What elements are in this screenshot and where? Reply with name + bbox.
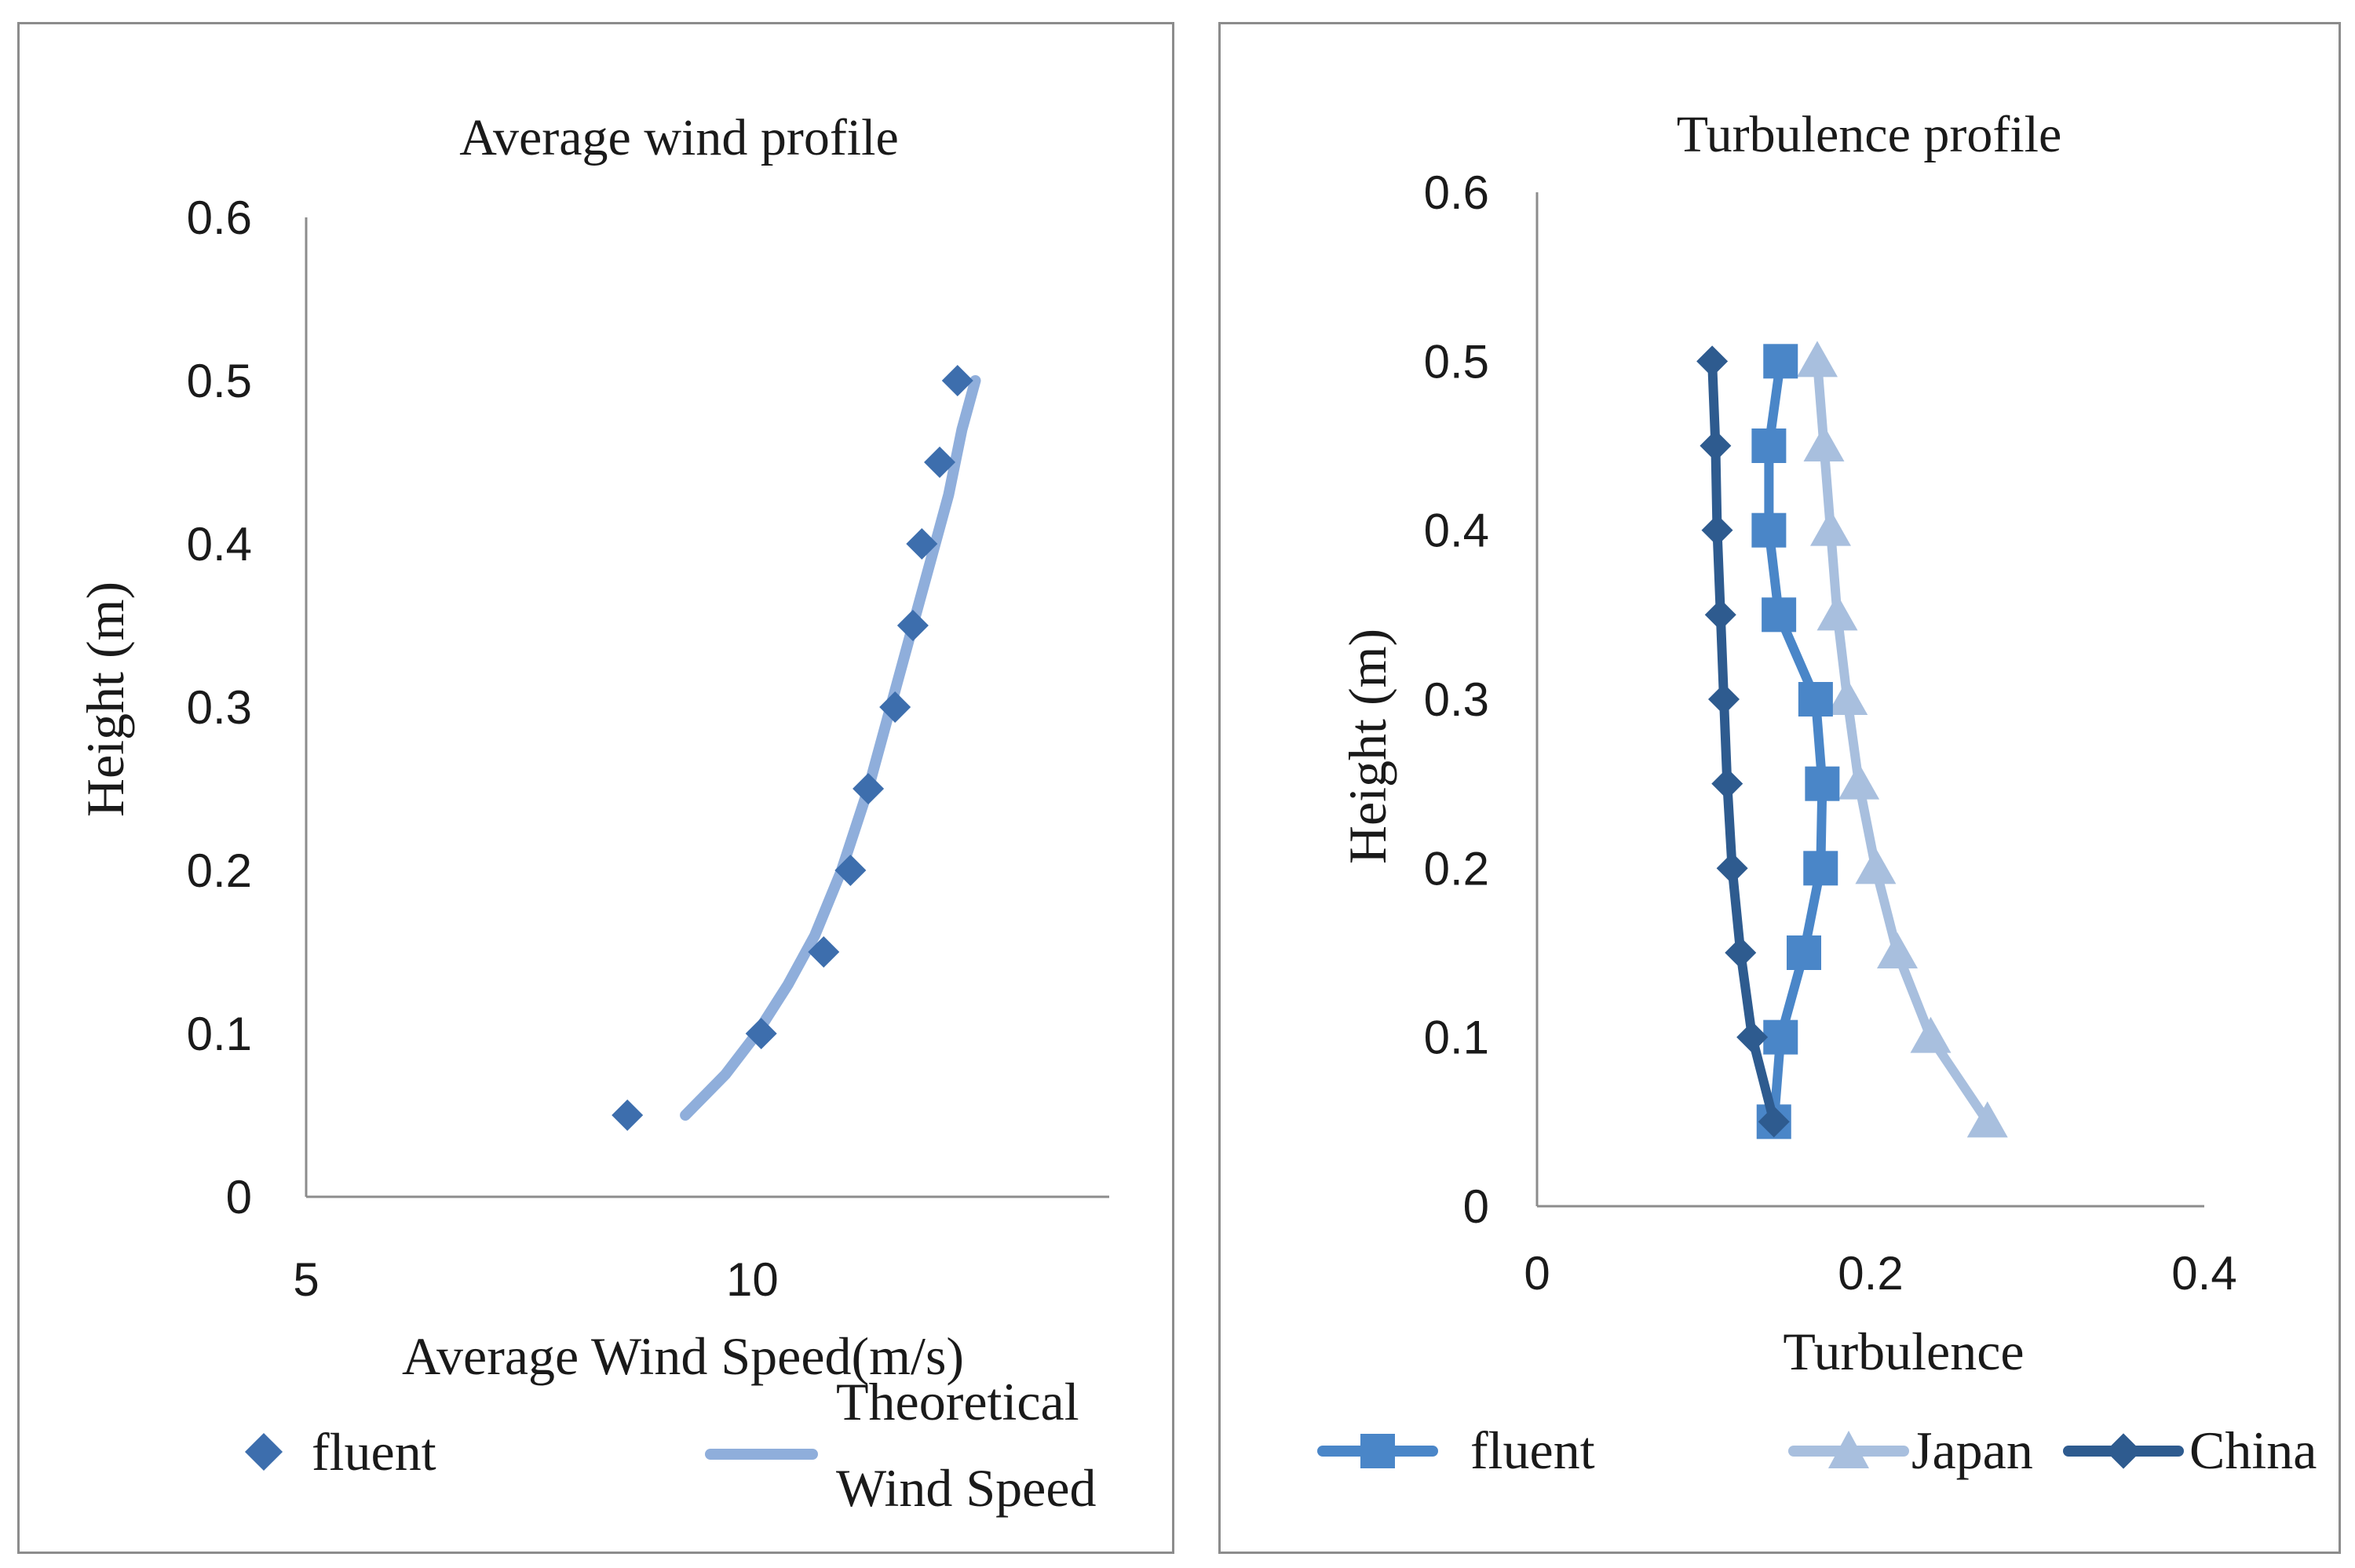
japan-point bbox=[1810, 509, 1851, 546]
legend: fluent Japan China bbox=[1317, 1420, 2317, 1480]
fluent-point bbox=[1798, 682, 1833, 717]
x-tick-label: 0.2 bbox=[1838, 1247, 1903, 1300]
y-tick-label: 0.6 bbox=[187, 191, 252, 244]
fluent-point bbox=[1803, 851, 1838, 886]
legend-theoretical-label-line2: Wind Speed bbox=[836, 1458, 1097, 1518]
legend-fluent-label: fluent bbox=[1470, 1420, 1595, 1480]
fluent-point bbox=[924, 447, 956, 478]
china-point bbox=[1758, 1106, 1790, 1138]
series-fluent-line bbox=[1764, 356, 1827, 1127]
y-tick-label: 0.2 bbox=[187, 844, 252, 897]
fluent-point bbox=[808, 936, 840, 968]
china-point bbox=[1716, 852, 1748, 884]
turbulence-profile-chart: Turbulence profile 0 0.1 0.2 0.3 0.4 0.5 0.6 0… bbox=[1317, 106, 2317, 1480]
y-tick-label: 0.2 bbox=[1424, 842, 1489, 895]
legend-japan-marker bbox=[1828, 1431, 1869, 1468]
fluent-point bbox=[1805, 766, 1840, 801]
y-tick-label: 0.5 bbox=[187, 355, 252, 407]
fluent-point bbox=[612, 1099, 644, 1131]
x-tick-label: 0 bbox=[1524, 1247, 1550, 1300]
series-china-line bbox=[1707, 356, 1779, 1127]
x-axis-label: Average Wind Speed(m/s) bbox=[402, 1326, 964, 1386]
fluent-point bbox=[834, 855, 867, 886]
japan-point bbox=[1966, 1101, 2008, 1138]
japan-point bbox=[1816, 594, 1858, 631]
japan-point bbox=[1797, 341, 1838, 377]
legend-fluent-label: fluent bbox=[312, 1422, 436, 1482]
y-tick-label: 0 bbox=[226, 1171, 252, 1223]
fluent-point bbox=[1751, 512, 1787, 548]
x-axis-label: Turbulence bbox=[1783, 1322, 2024, 1381]
y-axis-label: Height (m) bbox=[75, 582, 135, 817]
china-point bbox=[1725, 937, 1757, 968]
legend-theoretical-label-line1: Theoretical bbox=[836, 1372, 1079, 1431]
fluent-point bbox=[1762, 597, 1797, 633]
fluent-point bbox=[1787, 935, 1821, 970]
china-point bbox=[1701, 514, 1733, 546]
legend-china-marker bbox=[2105, 1433, 2141, 1469]
y-tick-label: 0.4 bbox=[187, 518, 252, 571]
japan-point bbox=[1877, 932, 1918, 968]
y-tick-label: 0 bbox=[1463, 1180, 1489, 1233]
legend: fluent Theoretical Wind Speed bbox=[244, 1372, 1097, 1518]
y-tick-label: 0.4 bbox=[1424, 505, 1489, 557]
japan-point bbox=[1827, 679, 1868, 715]
fluent-point bbox=[853, 773, 885, 804]
fluent-point bbox=[879, 691, 911, 723]
fluent-point bbox=[896, 610, 929, 641]
series-japan-line bbox=[1813, 356, 1992, 1127]
y-tick-label: 0.1 bbox=[187, 1008, 252, 1060]
fluent-point bbox=[1763, 344, 1798, 379]
legend-china-label: China bbox=[2189, 1420, 2317, 1480]
fluent-point bbox=[1751, 428, 1787, 463]
x-tick-label: 10 bbox=[726, 1253, 779, 1306]
china-point bbox=[1704, 599, 1736, 631]
turbulence-profile-chart-panel: Turbulence profile 0 0.1 0.2 0.3 0.4 0.5 0.6 0… bbox=[1218, 22, 2341, 1554]
x-tick-label: 0.4 bbox=[2171, 1247, 2236, 1300]
legend-japan-label: Japan bbox=[1911, 1420, 2033, 1480]
china-point bbox=[1696, 345, 1729, 377]
china-point bbox=[1711, 768, 1743, 800]
series-theoretical-line bbox=[680, 375, 981, 1121]
chart-title: Average wind profile bbox=[459, 109, 899, 166]
japan-point bbox=[1838, 763, 1880, 800]
y-tick-label: 0.6 bbox=[1424, 166, 1489, 219]
japan-point bbox=[1910, 1016, 1952, 1053]
fluent-point bbox=[1763, 1019, 1798, 1055]
china-point bbox=[1700, 430, 1732, 461]
wind-profile-chart: Average wind profile 0 0.1 0.2 0.3 0.4 0.5 0.6… bbox=[75, 109, 1109, 1518]
japan-point bbox=[1855, 848, 1897, 884]
x-tick-label: 5 bbox=[293, 1253, 319, 1306]
fluent-point bbox=[941, 365, 973, 396]
japan-point bbox=[1803, 425, 1845, 461]
chart-title: Turbulence profile bbox=[1677, 106, 2062, 163]
legend-fluent-marker bbox=[1360, 1434, 1395, 1468]
legend-fluent-marker bbox=[244, 1432, 283, 1471]
y-axis-label: Height (m) bbox=[1338, 629, 1397, 864]
y-tick-label: 0.3 bbox=[187, 681, 252, 734]
y-tick-label: 0.1 bbox=[1424, 1012, 1489, 1064]
china-point bbox=[1736, 1021, 1769, 1053]
y-tick-label: 0.5 bbox=[1424, 335, 1489, 388]
y-tick-label: 0.3 bbox=[1424, 673, 1489, 726]
china-point bbox=[1708, 684, 1740, 715]
fluent-point bbox=[906, 528, 938, 560]
fluent-point bbox=[745, 1018, 777, 1049]
wind-profile-chart-panel: Average wind profile 0 0.1 0.2 0.3 0.4 0.5 0.6… bbox=[17, 22, 1174, 1554]
